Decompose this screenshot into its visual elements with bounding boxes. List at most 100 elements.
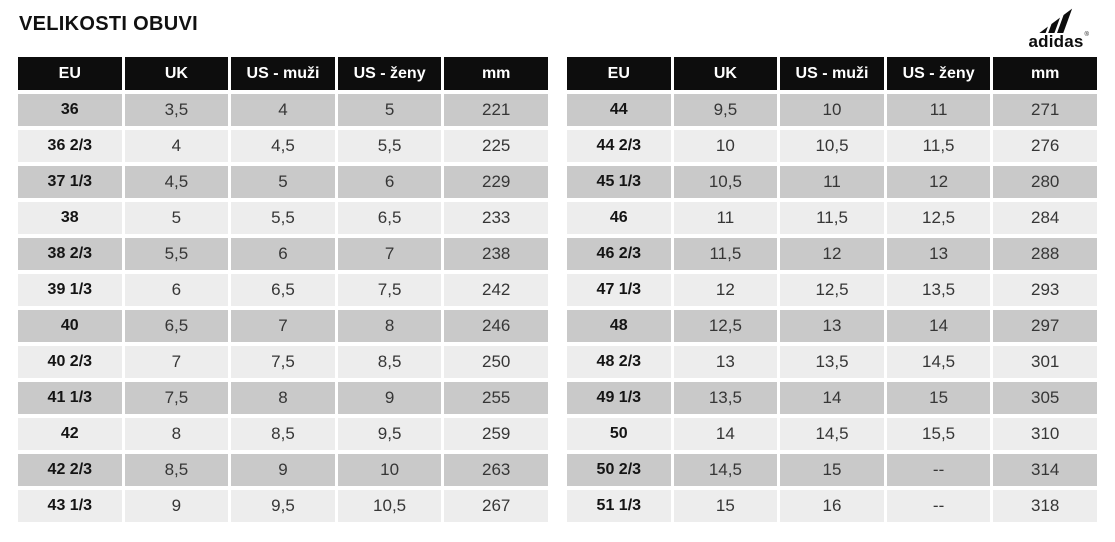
cell-uk: 10 [673, 130, 778, 162]
cell-us-women: -- [886, 454, 991, 486]
cell-eu: 42 [18, 418, 122, 450]
cell-us-women: 5 [337, 94, 442, 126]
cell-uk: 5 [124, 202, 229, 234]
cell-us-women: 15,5 [886, 418, 991, 450]
cell-us-women: 11,5 [886, 130, 991, 162]
cell-us-women: -- [886, 490, 991, 522]
header-cell-mm: mm [444, 57, 548, 90]
cell-eu: 42 2/3 [18, 454, 122, 486]
registered-trademark-icon: ® [1084, 32, 1090, 38]
cell-us-men: 4 [231, 94, 335, 126]
header-cell-uk: UK [124, 57, 229, 90]
cell-mm: 305 [993, 382, 1097, 414]
cell-us-men: 15 [780, 454, 884, 486]
size-tables-container: EU UK US - muži US - ženy mm 36 3,5 4 5 221 36 2/3… [18, 57, 1097, 522]
cell-us-women: 13 [886, 238, 991, 270]
cell-eu: 50 [567, 418, 671, 450]
cell-us-men: 9 [231, 454, 335, 486]
cell-us-men: 12,5 [780, 274, 884, 306]
cell-mm: 284 [993, 202, 1097, 234]
cell-mm: 229 [444, 166, 548, 198]
cell-uk: 7 [124, 346, 229, 378]
cell-eu: 49 1/3 [567, 382, 671, 414]
cell-mm: 280 [993, 166, 1097, 198]
cell-uk: 13,5 [673, 382, 778, 414]
cell-eu: 40 2/3 [18, 346, 122, 378]
header-cell-us-women: US - ženy [337, 57, 442, 90]
cell-us-women: 13,5 [886, 274, 991, 306]
cell-us-men: 6 [231, 238, 335, 270]
cell-us-women: 7 [337, 238, 442, 270]
cell-us-women: 15 [886, 382, 991, 414]
cell-eu: 45 1/3 [567, 166, 671, 198]
cell-mm: 238 [444, 238, 548, 270]
cell-eu: 39 1/3 [18, 274, 122, 306]
size-table-right: EU UK US - muži US - ženy mm 44 9,5 10 11 271 44 2… [567, 57, 1097, 522]
cell-uk: 9 [124, 490, 229, 522]
cell-mm: 297 [993, 310, 1097, 342]
cell-us-men: 13,5 [780, 346, 884, 378]
cell-us-men: 8,5 [231, 418, 335, 450]
cell-us-men: 10,5 [780, 130, 884, 162]
cell-eu: 36 [18, 94, 122, 126]
cell-mm: 242 [444, 274, 548, 306]
cell-mm: 255 [444, 382, 548, 414]
cell-us-men: 16 [780, 490, 884, 522]
cell-mm: 246 [444, 310, 548, 342]
cell-uk: 13 [673, 346, 778, 378]
header-cell-us-men: US - muži [231, 57, 335, 90]
cell-us-women: 5,5 [337, 130, 442, 162]
cell-us-women: 14,5 [886, 346, 991, 378]
cell-us-men: 9,5 [231, 490, 335, 522]
cell-uk: 6 [124, 274, 229, 306]
header-cell-uk: UK [673, 57, 778, 90]
cell-mm: 301 [993, 346, 1097, 378]
cell-us-men: 7 [231, 310, 335, 342]
cell-us-women: 9,5 [337, 418, 442, 450]
cell-uk: 11,5 [673, 238, 778, 270]
cell-us-men: 8 [231, 382, 335, 414]
cell-us-men: 5,5 [231, 202, 335, 234]
cell-us-men: 13 [780, 310, 884, 342]
cell-us-men: 7,5 [231, 346, 335, 378]
cell-us-women: 11 [886, 94, 991, 126]
adidas-stripes-icon [1024, 8, 1088, 34]
cell-eu: 51 1/3 [567, 490, 671, 522]
header-cell-mm: mm [993, 57, 1097, 90]
adidas-logo: adidas ® [1024, 8, 1090, 50]
cell-uk: 6,5 [124, 310, 229, 342]
cell-eu: 38 2/3 [18, 238, 122, 270]
cell-mm: 276 [993, 130, 1097, 162]
cell-us-men: 14 [780, 382, 884, 414]
cell-us-men: 10 [780, 94, 884, 126]
cell-us-men: 11 [780, 166, 884, 198]
cell-us-women: 8,5 [337, 346, 442, 378]
cell-mm: 250 [444, 346, 548, 378]
cell-us-men: 5 [231, 166, 335, 198]
cell-eu: 36 2/3 [18, 130, 122, 162]
cell-uk: 7,5 [124, 382, 229, 414]
cell-mm: 259 [444, 418, 548, 450]
cell-us-women: 7,5 [337, 274, 442, 306]
cell-mm: 225 [444, 130, 548, 162]
cell-uk: 5,5 [124, 238, 229, 270]
cell-us-women: 14 [886, 310, 991, 342]
cell-uk: 8,5 [124, 454, 229, 486]
cell-uk: 8 [124, 418, 229, 450]
cell-uk: 10,5 [673, 166, 778, 198]
cell-eu: 38 [18, 202, 122, 234]
header-cell-us-men: US - muži [780, 57, 884, 90]
cell-uk: 4 [124, 130, 229, 162]
cell-eu: 48 2/3 [567, 346, 671, 378]
cell-us-men: 6,5 [231, 274, 335, 306]
cell-eu: 43 1/3 [18, 490, 122, 522]
cell-us-women: 10,5 [337, 490, 442, 522]
cell-eu: 41 1/3 [18, 382, 122, 414]
cell-uk: 14 [673, 418, 778, 450]
header-cell-eu: EU [567, 57, 671, 90]
cell-mm: 288 [993, 238, 1097, 270]
cell-eu: 46 [567, 202, 671, 234]
cell-uk: 15 [673, 490, 778, 522]
cell-us-women: 8 [337, 310, 442, 342]
